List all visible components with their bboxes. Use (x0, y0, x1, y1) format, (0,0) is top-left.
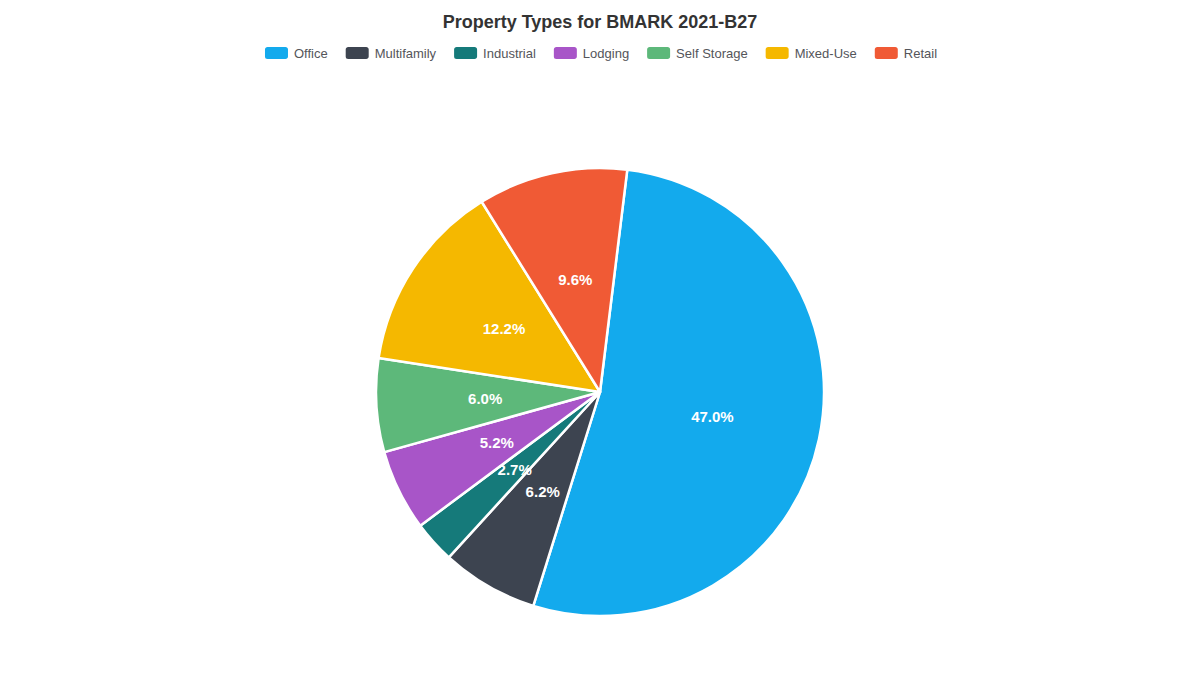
svg-text:6.2%: 6.2% (526, 483, 560, 500)
svg-text:6.0%: 6.0% (468, 390, 502, 407)
svg-text:Retail: Retail (904, 46, 937, 61)
svg-text:5.2%: 5.2% (480, 434, 514, 451)
svg-text:Mixed-Use: Mixed-Use (795, 46, 857, 61)
svg-text:12.2%: 12.2% (483, 320, 526, 337)
svg-text:9.6%: 9.6% (558, 271, 592, 288)
svg-text:Self Storage: Self Storage (676, 46, 748, 61)
svg-text:Office: Office (294, 46, 328, 61)
svg-text:2.7%: 2.7% (498, 461, 532, 478)
svg-text:Lodging: Lodging (583, 46, 629, 61)
svg-text:Multifamily: Multifamily (375, 46, 437, 61)
svg-text:Industrial: Industrial (483, 46, 536, 61)
svg-text:47.0%: 47.0% (691, 408, 734, 425)
svg-text:Property Types for BMARK 2021-: Property Types for BMARK 2021-B27 (443, 12, 758, 32)
